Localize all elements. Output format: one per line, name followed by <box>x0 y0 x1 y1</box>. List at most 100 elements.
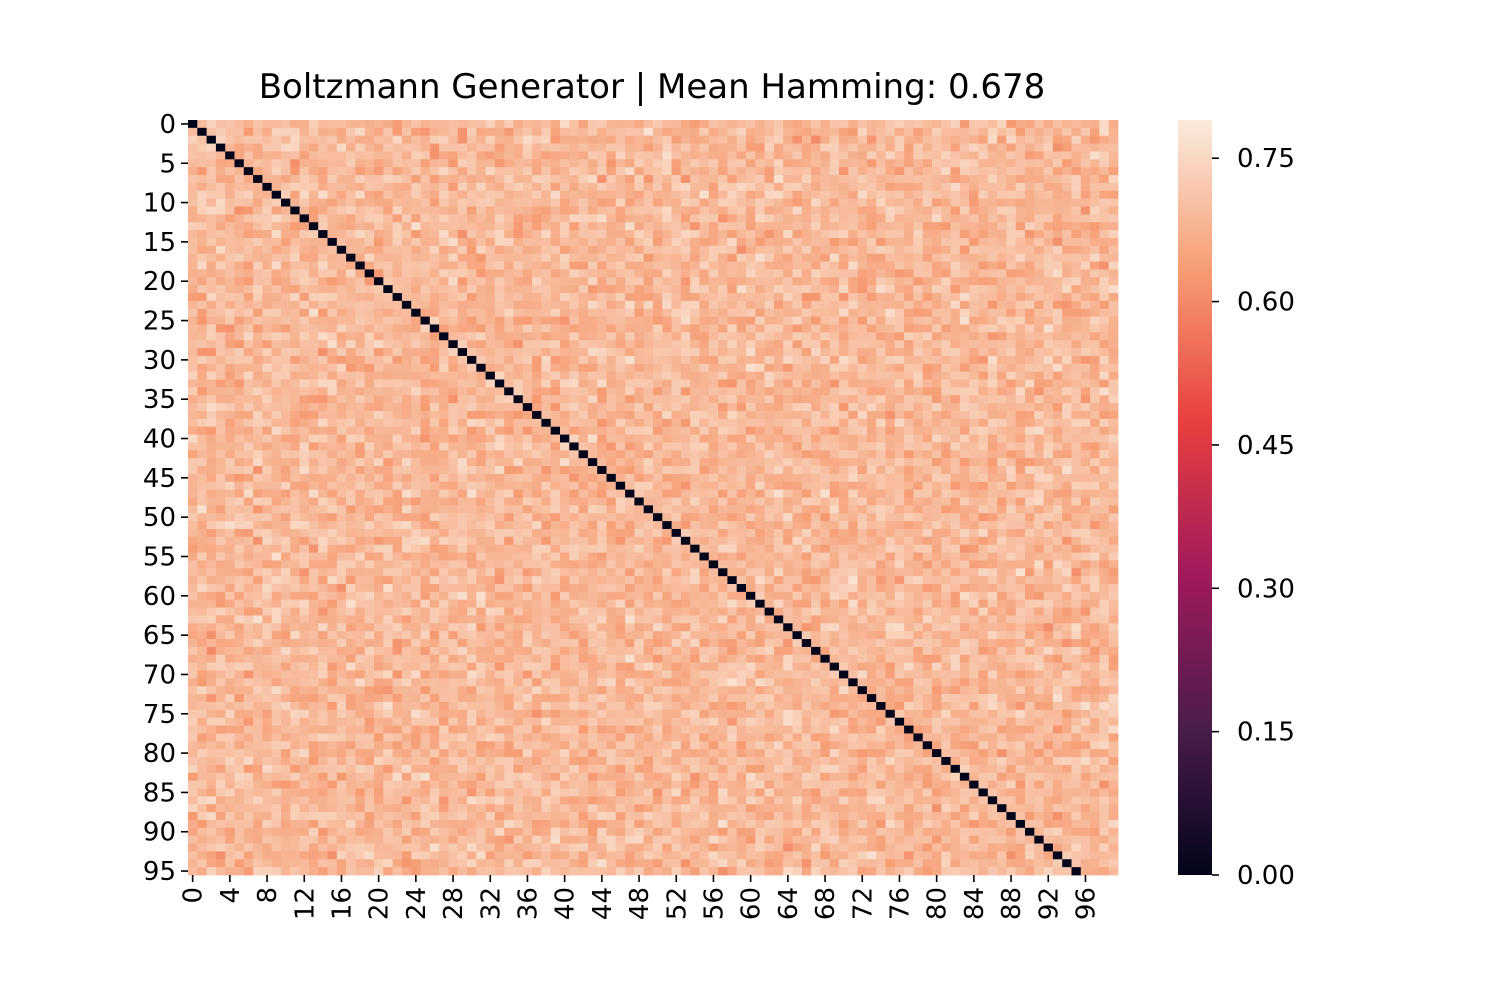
heatmap-cell <box>327 245 338 255</box>
heatmap-cell <box>188 466 198 475</box>
heatmap-cell <box>848 245 858 255</box>
heatmap-cell <box>699 442 710 451</box>
heatmap-cell <box>253 245 263 255</box>
heatmap-cell <box>876 442 886 451</box>
heatmap-cell <box>271 379 282 388</box>
heatmap-cell <box>560 159 570 168</box>
heatmap-cell <box>225 355 235 365</box>
heatmap-cell <box>374 190 384 200</box>
heatmap-cell <box>420 395 431 404</box>
heatmap-cell <box>764 473 775 483</box>
heatmap-cell <box>439 450 449 459</box>
heatmap-cell <box>225 348 235 357</box>
heatmap-cell <box>597 245 607 255</box>
heatmap-cell <box>839 277 849 286</box>
heatmap-cell <box>1043 151 1054 160</box>
heatmap-cell <box>894 293 905 302</box>
heatmap-cell <box>243 340 254 349</box>
heatmap-cell <box>262 190 273 200</box>
heatmap-cell <box>188 458 198 467</box>
heatmap-cell <box>959 332 970 341</box>
heatmap-cell <box>383 481 393 491</box>
heatmap-cell <box>820 497 831 506</box>
heatmap-cell <box>839 120 849 129</box>
heatmap-cell <box>522 277 533 286</box>
heatmap-cell <box>504 340 514 349</box>
heatmap-cell <box>848 473 858 483</box>
heatmap-cell <box>978 230 989 239</box>
heatmap-cell <box>439 489 449 498</box>
heatmap-cell <box>327 143 338 152</box>
heatmap-cell <box>783 198 793 207</box>
heatmap-cell <box>1015 308 1026 318</box>
heatmap-cell <box>560 442 570 451</box>
heatmap-cell <box>336 442 347 451</box>
heatmap-cell <box>997 159 1007 168</box>
heatmap-cell <box>364 316 375 325</box>
heatmap-cell <box>894 261 905 270</box>
heatmap-cell <box>811 151 821 160</box>
heatmap-cell <box>485 332 496 341</box>
heatmap-cell <box>1108 434 1119 443</box>
heatmap-cell <box>253 127 263 137</box>
heatmap-cell <box>550 442 561 451</box>
heatmap-cell <box>894 332 905 341</box>
heatmap-cell <box>392 159 403 168</box>
heatmap-cell <box>290 151 300 160</box>
heatmap-cell <box>578 293 589 302</box>
heatmap-cell <box>876 198 886 207</box>
heatmap-cell <box>792 450 803 459</box>
heatmap-cell <box>308 458 319 467</box>
heatmap-cell <box>950 355 961 365</box>
heatmap-cell <box>411 175 421 184</box>
heatmap-cell <box>587 489 598 498</box>
heatmap-cell <box>420 371 431 380</box>
heatmap-cell <box>801 348 812 357</box>
heatmap-cell <box>1071 120 1082 129</box>
heatmap-cell <box>1108 324 1119 333</box>
heatmap-cell <box>383 505 393 514</box>
heatmap-cell <box>904 277 914 286</box>
heatmap-cell <box>606 324 617 333</box>
heatmap-cell <box>560 371 570 380</box>
heatmap-cell <box>401 214 412 223</box>
heatmap-cell <box>625 324 635 333</box>
heatmap-cell <box>262 450 273 459</box>
heatmap-cell <box>950 135 961 144</box>
heatmap-cell <box>560 410 570 420</box>
heatmap-cell <box>560 481 570 491</box>
heatmap-cell <box>420 340 431 349</box>
heatmap-cell <box>476 340 486 349</box>
heatmap-cell <box>625 387 635 396</box>
heatmap-cell <box>1099 230 1110 239</box>
heatmap-cell <box>997 371 1007 380</box>
heatmap-cell <box>197 426 207 435</box>
heatmap-cell <box>1043 505 1054 514</box>
heatmap-cell <box>392 379 403 388</box>
heatmap-cell <box>281 308 291 318</box>
heatmap-cell <box>671 505 682 514</box>
heatmap-cell <box>206 332 217 341</box>
heatmap-cell <box>271 355 282 365</box>
heatmap-cell <box>1025 379 1035 388</box>
heatmap-cell <box>913 505 924 514</box>
heatmap-cell <box>950 300 961 310</box>
heatmap-cell <box>197 214 207 223</box>
heatmap-cell <box>299 120 310 129</box>
heatmap-cell <box>783 143 793 152</box>
heatmap-cell <box>485 120 496 129</box>
heatmap-cell <box>1071 300 1082 310</box>
heatmap-cell <box>969 403 979 412</box>
heatmap-cell <box>206 363 217 373</box>
heatmap-cell <box>820 190 831 200</box>
heatmap-cell <box>550 261 561 270</box>
heatmap-cell <box>690 324 700 333</box>
heatmap-cell <box>243 497 254 506</box>
heatmap-cell <box>206 143 217 152</box>
heatmap-cell <box>913 450 924 459</box>
heatmap-cell <box>792 410 803 420</box>
heatmap-cell <box>457 230 468 239</box>
heatmap-cell <box>1006 340 1017 349</box>
heatmap-cell <box>1090 293 1100 302</box>
heatmap-cell <box>1108 316 1119 325</box>
